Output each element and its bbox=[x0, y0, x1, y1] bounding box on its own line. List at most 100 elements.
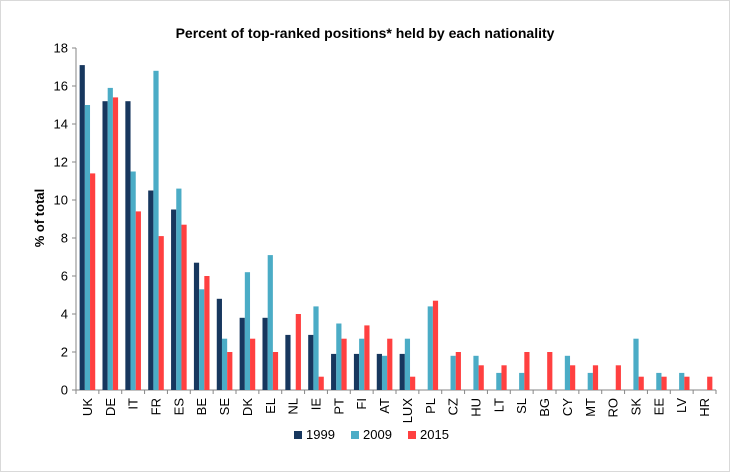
bar-2009-IT bbox=[130, 171, 136, 390]
bar-2015-SL bbox=[524, 352, 530, 390]
bar-2015-LV bbox=[684, 376, 690, 390]
y-tick-label: 6 bbox=[61, 269, 68, 284]
bar-2009-PL bbox=[427, 306, 433, 390]
bar-2009-SL bbox=[519, 372, 525, 390]
bar-1999-IE bbox=[308, 334, 314, 390]
bar-2015-DE bbox=[112, 97, 119, 391]
bar-2015-LT bbox=[501, 365, 507, 390]
bar-1999-FI bbox=[353, 353, 360, 390]
bar-2009-HU bbox=[473, 355, 479, 390]
bar-2009-AT bbox=[381, 355, 388, 390]
bar-2015-EL bbox=[272, 352, 279, 390]
bar-1999-FR bbox=[148, 190, 154, 390]
x-tick-label: IE bbox=[309, 398, 324, 411]
bar-2009-UK bbox=[84, 105, 91, 390]
bar-2015-EE bbox=[661, 376, 667, 390]
bar-1999-BE bbox=[193, 262, 200, 390]
x-tick-label: CY bbox=[560, 398, 575, 416]
legend-label-2009: 2009 bbox=[363, 427, 392, 442]
bar-2015-PT bbox=[341, 338, 347, 390]
y-tick-label: 8 bbox=[61, 231, 68, 246]
bar-2009-IE bbox=[313, 306, 319, 390]
bar-2015-RO bbox=[615, 365, 621, 390]
y-axis: 0 2 4 6 8 10 12 14 16 18 bbox=[54, 41, 77, 398]
bar-2015-LUX bbox=[410, 376, 416, 390]
x-tick-label: NL bbox=[286, 398, 301, 415]
bar-1999-AT bbox=[376, 353, 382, 390]
y-tick-label: 0 bbox=[61, 383, 68, 398]
y-tick-label: 18 bbox=[54, 41, 68, 56]
x-tick-label: DE bbox=[103, 398, 118, 416]
bar-2015-FI bbox=[364, 325, 370, 390]
x-axis: UK DE IT FR ES BE SE DK EL NL IE PT FI AT LUX PL CZ HU LT S… bbox=[75, 389, 717, 424]
x-tick-label: IT bbox=[126, 398, 141, 410]
y-tick-label: 10 bbox=[54, 193, 68, 208]
bar-1999-LUX bbox=[399, 353, 405, 390]
bar-1999-UK bbox=[79, 65, 85, 390]
bar-2015-HR bbox=[707, 376, 713, 390]
x-tick-label: UK bbox=[80, 398, 95, 416]
x-tick-label: CZ bbox=[446, 398, 461, 415]
x-tick-label: RO bbox=[606, 398, 621, 418]
bar-2009-BE bbox=[199, 289, 205, 390]
bars bbox=[79, 65, 713, 391]
x-tick-label: MT bbox=[583, 398, 598, 417]
bar-2015-HU bbox=[478, 365, 484, 390]
x-tick-label: FR bbox=[149, 398, 164, 415]
bar-2015-NL bbox=[295, 314, 301, 390]
bar-2015-SE bbox=[227, 352, 233, 390]
bar-1999-ES bbox=[171, 209, 177, 390]
bar-2009-SE bbox=[221, 338, 228, 390]
bar-2009-LV bbox=[679, 372, 685, 390]
legend-swatch-1999 bbox=[294, 431, 302, 439]
x-tick-label: AT bbox=[377, 398, 392, 414]
bar-2009-LUX bbox=[404, 338, 411, 390]
bar-2009-EE bbox=[656, 372, 662, 390]
x-tick-label: PT bbox=[331, 398, 346, 415]
bar-2015-CY bbox=[570, 365, 576, 390]
bar-2009-DK bbox=[244, 272, 251, 390]
bar-2009-PT bbox=[336, 323, 342, 390]
y-axis-label: % of total bbox=[32, 189, 47, 248]
bar-2009-FI bbox=[359, 338, 365, 390]
legend-swatch-2015 bbox=[408, 431, 416, 439]
chart-title: Percent of top-ranked positions* held by… bbox=[175, 25, 555, 41]
bar-2009-CZ bbox=[450, 355, 456, 390]
y-tick-label: 2 bbox=[61, 345, 68, 360]
legend-label-1999: 1999 bbox=[306, 427, 335, 442]
x-tick-label: FI bbox=[354, 398, 369, 410]
bar-2015-BE bbox=[204, 276, 210, 390]
bar-2015-DK bbox=[250, 338, 256, 390]
bar-1999-DK bbox=[239, 317, 245, 390]
x-tick-label: LV bbox=[674, 398, 689, 413]
y-tick-label: 12 bbox=[54, 155, 68, 170]
bar-2009-ES bbox=[176, 188, 182, 390]
bar-2015-FR bbox=[158, 236, 164, 390]
bar-2009-SK bbox=[633, 338, 639, 390]
x-tick-label: LUX bbox=[400, 398, 415, 424]
bar-2009-LT bbox=[496, 372, 502, 390]
bar-2015-IE bbox=[318, 376, 324, 390]
bar-1999-DE bbox=[102, 101, 108, 390]
x-tick-label: BG bbox=[537, 398, 552, 417]
bar-1999-EL bbox=[262, 317, 268, 390]
y-tick-label: 14 bbox=[54, 117, 68, 132]
x-tick-label: HR bbox=[697, 398, 712, 417]
bar-2015-BG bbox=[547, 352, 553, 390]
bar-1999-IT bbox=[125, 101, 131, 390]
bar-1999-NL bbox=[285, 334, 291, 390]
x-tick-label: EE bbox=[651, 398, 666, 416]
bar-2015-MT bbox=[592, 365, 599, 390]
bar-1999-PT bbox=[331, 353, 337, 390]
bar-2015-PL bbox=[432, 300, 439, 390]
x-tick-label: SK bbox=[629, 398, 644, 416]
bar-2009-MT bbox=[587, 372, 593, 390]
bar-2015-UK bbox=[90, 173, 96, 390]
x-tick-label: ES bbox=[171, 398, 186, 416]
x-tick-label: HU bbox=[469, 398, 484, 417]
bar-2009-DE bbox=[107, 87, 113, 391]
legend-label-2015: 2015 bbox=[420, 427, 449, 442]
x-tick-label: EL bbox=[263, 398, 278, 414]
